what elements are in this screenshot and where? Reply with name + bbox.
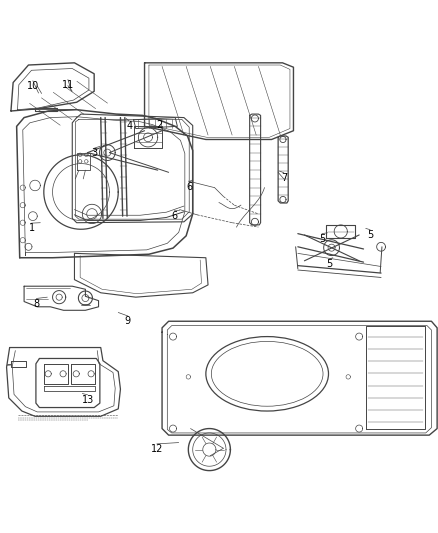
- Text: 4: 4: [126, 122, 132, 131]
- Text: 10: 10: [27, 81, 39, 91]
- Text: 9: 9: [125, 316, 131, 326]
- Text: 6: 6: [171, 211, 177, 221]
- Text: 3: 3: [91, 149, 97, 158]
- Text: 13: 13: [81, 395, 94, 405]
- Text: 7: 7: [281, 173, 287, 183]
- Text: 5: 5: [326, 260, 332, 269]
- Text: 8: 8: [33, 298, 39, 309]
- Text: 1: 1: [28, 223, 35, 233]
- Text: 5: 5: [367, 230, 373, 240]
- Text: 5: 5: [319, 234, 325, 244]
- Text: 12: 12: [151, 444, 163, 454]
- Text: 2: 2: [157, 120, 163, 131]
- Text: 11: 11: [62, 80, 74, 90]
- Text: 6: 6: [186, 182, 192, 192]
